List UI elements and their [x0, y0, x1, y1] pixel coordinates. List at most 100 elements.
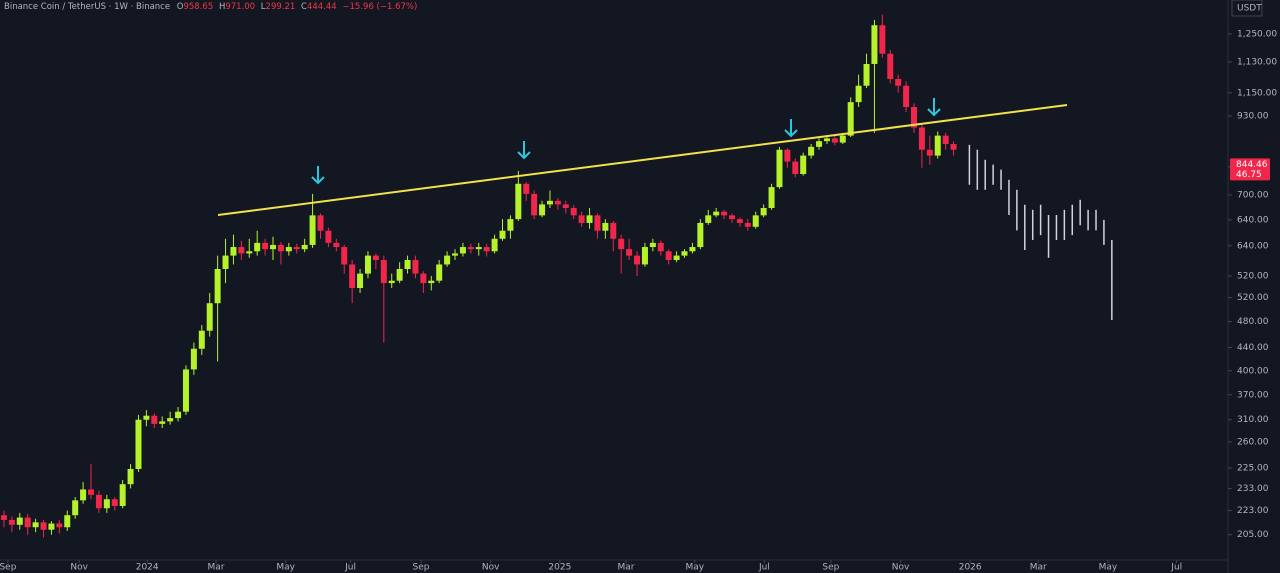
x-tick-label: Sep [0, 563, 17, 573]
candle-body [657, 242, 664, 252]
candle-body [768, 187, 775, 209]
candle-body [641, 247, 648, 265]
candle-body [32, 522, 39, 528]
candle-body [56, 523, 63, 528]
candle-body [467, 247, 474, 250]
candle-body [950, 143, 957, 150]
candle-body [531, 193, 538, 216]
candle-body [40, 522, 47, 530]
candle-body [230, 247, 237, 256]
candle-body [752, 215, 759, 227]
candle-body [364, 255, 371, 274]
candle-body [222, 255, 229, 269]
candle-body [341, 247, 348, 265]
legend-value: 444.44 [307, 2, 337, 12]
y-tick-label: 205.00 [1237, 530, 1269, 540]
y-tick-label: 520.00 [1237, 293, 1269, 303]
candle-body [64, 515, 71, 528]
candle-body [111, 499, 118, 506]
currency-box [1231, 0, 1263, 17]
candle-body [610, 222, 617, 239]
candle-body [459, 247, 466, 254]
legend-value: 971.00 [225, 2, 255, 12]
candle-body [262, 242, 269, 250]
candle-body [942, 135, 949, 144]
y-tick-label: 640.00 [1237, 215, 1269, 225]
candle-body [562, 204, 569, 209]
candle-body [143, 415, 150, 420]
x-tick-label: Nov [892, 563, 910, 573]
y-tick-label: 1,150.00 [1237, 88, 1277, 98]
y-tick-label: 480.00 [1237, 317, 1269, 327]
candle-body [167, 418, 174, 422]
candle-body [594, 215, 601, 231]
price-tag-label: 844.46 [1236, 160, 1268, 170]
candle-body [24, 517, 31, 528]
arrow [927, 98, 941, 117]
candle-body [72, 500, 79, 516]
candle-body [736, 219, 743, 223]
candle-body [626, 249, 633, 256]
candle-body [491, 238, 498, 252]
candle-body [554, 200, 561, 205]
arrows [311, 98, 941, 185]
price-axis: 1,250.001,130.001,150.00930.00775.00700.… [0, 30, 1277, 573]
y-tick-label: 260.00 [1237, 437, 1269, 447]
candle-body [333, 242, 340, 248]
candle-body [317, 215, 324, 231]
y-tick-label: 700.00 [1237, 190, 1269, 200]
legend-label: O [177, 2, 184, 12]
candle-body [182, 369, 189, 412]
candle-body [934, 135, 941, 156]
arrow [517, 141, 531, 160]
change: −15.96 (−1.67%) [342, 2, 417, 12]
x-tick-label: Mar [1030, 563, 1047, 573]
x-tick-label: Mar [617, 563, 634, 573]
candle-body [8, 519, 15, 525]
y-tick-label: 520.00 [1237, 271, 1269, 281]
legend-label: H [219, 2, 225, 12]
candle-body [103, 499, 110, 509]
candle-body [515, 183, 522, 220]
candle-body [198, 330, 205, 349]
candle-body [546, 200, 553, 205]
candle-body [776, 149, 783, 188]
candle-body [80, 489, 87, 501]
candle-body [135, 419, 142, 469]
candle-body [744, 222, 751, 227]
candle-body [270, 244, 277, 250]
candle-body [816, 141, 823, 147]
x-tick-label: 2024 [136, 563, 159, 573]
candle-body [48, 523, 55, 530]
candle-body [206, 303, 213, 331]
candle-body [372, 255, 379, 260]
candle-body [285, 247, 292, 252]
candle-body [475, 247, 482, 250]
candle-body [823, 138, 830, 142]
countdown: 46.75 [1236, 170, 1262, 180]
y-tick-label: 310.00 [1237, 415, 1269, 425]
y-tick-label: 223.00 [1237, 506, 1269, 516]
candle-body [277, 244, 284, 252]
x-tick-label: Sep [413, 563, 430, 573]
arrow [311, 166, 325, 185]
candle-body [539, 204, 546, 216]
price-tag [1230, 158, 1270, 181]
candle-body [214, 268, 221, 304]
candle-body [88, 489, 95, 495]
x-tick-label: Jul [344, 563, 356, 573]
candle-body [839, 135, 846, 143]
candle-body [784, 149, 791, 162]
candle-body [420, 273, 427, 284]
candle-body [127, 468, 134, 485]
candle-body [507, 219, 514, 231]
trend-line [217, 104, 1068, 216]
candle-body [499, 230, 506, 239]
candle-body [404, 259, 411, 269]
candle-body [483, 247, 490, 252]
y-tick-label: 225.00 [1237, 463, 1269, 473]
candle-body [926, 149, 933, 156]
candle-body [918, 127, 925, 150]
candle-body [831, 138, 838, 143]
